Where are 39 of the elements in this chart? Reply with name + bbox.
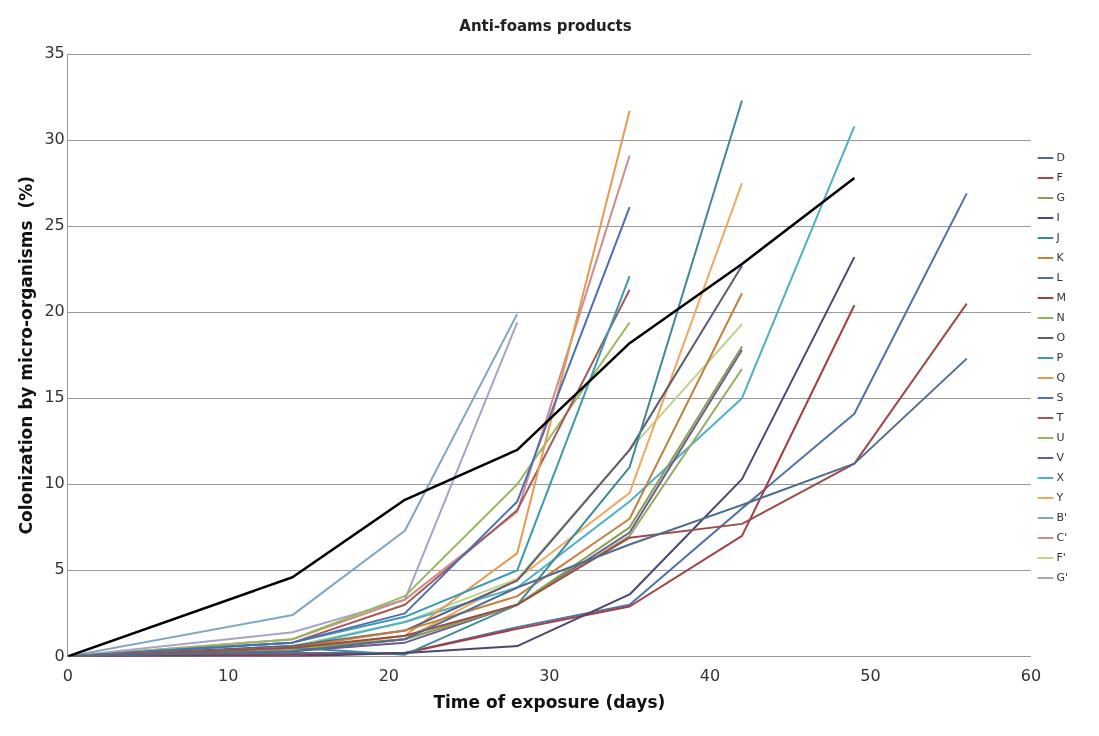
legend-label: M: [1056, 290, 1066, 304]
y-tick-label: 35: [44, 43, 65, 63]
y-tick-label: 25: [44, 215, 65, 235]
legend-label: L: [1056, 270, 1064, 284]
y-axis-title: Colonization by micro-organisms (%): [15, 175, 36, 535]
legend-label: N: [1056, 310, 1065, 324]
legend-label: Y: [1055, 490, 1064, 504]
legend-label: Q: [1056, 370, 1066, 384]
legend-label: G': [1056, 570, 1069, 584]
x-axis-title: Time of exposure (days): [433, 692, 666, 713]
legend-label: P: [1056, 350, 1064, 364]
legend-label: D: [1056, 150, 1065, 164]
legend-label: V: [1056, 450, 1065, 464]
legend-label: F: [1056, 170, 1063, 184]
legend-label: O: [1056, 330, 1066, 344]
legend-label: K: [1056, 250, 1065, 264]
x-tick-label: 60: [1020, 666, 1042, 686]
chart-title: Anti-foams products: [459, 16, 632, 35]
legend-label: F': [1056, 550, 1066, 564]
legend-label: X: [1056, 470, 1065, 484]
legend-label: G: [1056, 190, 1065, 204]
x-tick-label: 40: [699, 666, 721, 686]
y-tick-label: 30: [44, 129, 65, 149]
y-tick-label: 0: [54, 645, 65, 665]
legend-label: C': [1056, 530, 1068, 544]
legend-label: S: [1056, 390, 1064, 404]
x-tick-label: 20: [378, 666, 399, 686]
legend-label: B': [1056, 510, 1068, 524]
x-tick-label: 50: [860, 666, 881, 686]
legend-label: I: [1056, 210, 1060, 224]
y-tick-label: 5: [54, 559, 65, 579]
x-tick-label: 30: [539, 666, 560, 686]
legend-label: U: [1056, 430, 1065, 444]
y-tick-label: 20: [44, 301, 65, 321]
y-tick-label: 15: [44, 387, 65, 407]
y-tick-label: 10: [44, 473, 65, 493]
legend-label: T: [1055, 410, 1064, 424]
legend-label: J: [1055, 230, 1060, 244]
x-tick-label: 10: [218, 666, 239, 686]
